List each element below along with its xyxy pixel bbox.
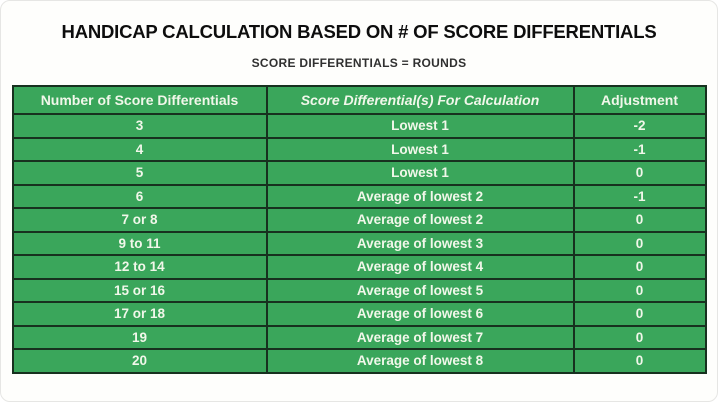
table-cell: 0 [572,277,707,303]
table-cell: 6 [11,183,268,209]
subtitle: SCORE DIFFERENTIALS = ROUNDS [251,56,467,70]
table-cell: Average of lowest 4 [265,254,575,280]
table-cell: 5 [11,160,268,186]
table-cell: 0 [572,301,707,327]
table-cell: 4 [11,136,268,162]
column-header-calculation: Score Differential(s) For Calculation [265,85,575,115]
table-cell: 0 [572,348,707,374]
table-cell: 20 [11,348,268,374]
table-cell: Average of lowest 7 [265,324,575,350]
table-cell: 0 [572,324,707,350]
table-cell: Average of lowest 2 [265,207,575,233]
table-cell: Lowest 1 [265,113,575,139]
handicap-table: Number of Score Differentials Score Diff… [11,85,707,374]
table-cell: 0 [572,230,707,256]
table-row: 3 Lowest 1 -2 [11,113,707,139]
table-cell: 9 to 11 [11,230,268,256]
table-cell: 0 [572,207,707,233]
table-cell: 0 [572,254,707,280]
column-header-adjustment: Adjustment [572,85,707,115]
table-cell: -1 [572,183,707,209]
table-cell: Lowest 1 [265,136,575,162]
table-cell: Average of lowest 2 [265,183,575,209]
table-cell: Lowest 1 [265,160,575,186]
table-cell: Average of lowest 8 [265,348,575,374]
table-body: 3 Lowest 1 -2 4 Lowest 1 -1 5 Lowest 1 0 6 Average… [11,113,707,374]
table-cell: 17 or 18 [11,301,268,327]
page-title: HANDICAP CALCULATION BASED ON # OF SCORE… [61,21,657,42]
table-cell: 0 [572,160,707,186]
table-row: 4 Lowest 1 -1 [11,136,707,162]
table-row: 6 Average of lowest 2 -1 [11,183,707,209]
table-cell: -1 [572,136,707,162]
table-header-row: Number of Score Differentials Score Diff… [11,85,707,115]
table-cell: Average of lowest 5 [265,277,575,303]
column-header-score-differentials: Number of Score Differentials [11,85,268,115]
table-cell: 3 [11,113,268,139]
table-cell: 19 [11,324,268,350]
table-cell: Average of lowest 6 [265,301,575,327]
table-cell: 15 or 16 [11,277,268,303]
table-cell: -2 [572,113,707,139]
table-cell: 7 or 8 [11,207,268,233]
table-cell: 12 to 14 [11,254,268,280]
table-cell: Average of lowest 3 [265,230,575,256]
